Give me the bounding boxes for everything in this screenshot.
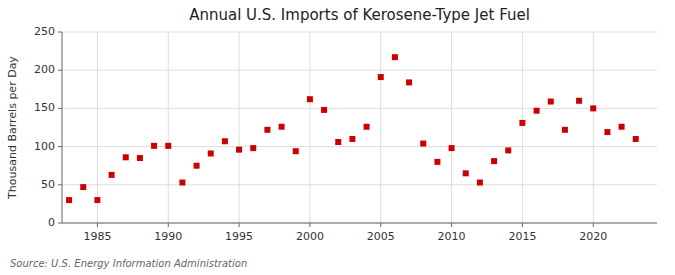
- point: [208, 150, 214, 156]
- y-axis-label: Thousand Barrels per Day: [6, 56, 19, 200]
- point: [619, 124, 625, 130]
- y-tick: [58, 223, 62, 224]
- x-tick-label: 1985: [83, 230, 111, 243]
- point: [264, 127, 270, 133]
- chart-svg: 0 50 100 150 200 250 1985 1990 1995 2000 2005 2010 2…: [0, 0, 675, 275]
- point: [449, 145, 455, 151]
- point: [364, 124, 370, 130]
- point: [279, 124, 285, 130]
- y-tick-label: 0: [48, 216, 55, 229]
- grid-line-x: [97, 32, 98, 223]
- point: [392, 54, 398, 60]
- grid: [62, 32, 657, 223]
- grid-line-x: [593, 32, 594, 223]
- point: [534, 108, 540, 114]
- grid-line-x: [309, 32, 310, 223]
- chart-container: 0 50 100 150 200 250 1985 1990 1995 2000 2005 2010 2…: [0, 0, 675, 275]
- y-tick-label: 250: [34, 25, 55, 38]
- x-tick: [239, 223, 240, 227]
- point: [123, 154, 129, 160]
- y-tick: [58, 184, 62, 185]
- point: [576, 98, 582, 104]
- point: [590, 105, 596, 111]
- point: [562, 127, 568, 133]
- grid-line-y: [62, 223, 657, 224]
- y-tick: [58, 146, 62, 147]
- x-tick: [380, 223, 381, 227]
- point: [463, 170, 469, 176]
- point: [335, 139, 341, 145]
- point: [66, 197, 72, 203]
- y-tick: [58, 108, 62, 109]
- x-tick: [522, 223, 523, 227]
- x-tick: [593, 223, 594, 227]
- point: [293, 148, 299, 154]
- x-tick-label: 1990: [154, 230, 182, 243]
- x-tick: [97, 223, 98, 227]
- x-tick-label: 2005: [367, 230, 395, 243]
- chart-title: Annual U.S. Imports of Kerosene-Type Jet…: [189, 6, 530, 24]
- x-tick-label: 2000: [296, 230, 324, 243]
- point: [491, 158, 497, 164]
- x-tick-label: 2015: [508, 230, 536, 243]
- point: [604, 129, 610, 135]
- point: [151, 143, 157, 149]
- y-tick: [58, 32, 62, 33]
- grid-line-x: [451, 32, 452, 223]
- y-tick-label: 200: [34, 63, 55, 76]
- x-tick-label: 2010: [438, 230, 466, 243]
- point: [137, 155, 143, 161]
- point: [434, 159, 440, 165]
- point: [109, 172, 115, 178]
- x-tick-label: 1995: [225, 230, 253, 243]
- grid-line-x: [522, 32, 523, 223]
- grid-line-x: [239, 32, 240, 223]
- y-axis-line: [62, 32, 63, 223]
- x-tick-label: 2020: [579, 230, 607, 243]
- y-tick: [58, 70, 62, 71]
- point: [406, 79, 412, 85]
- y-tick-label: 150: [34, 101, 55, 114]
- y-tick-label: 100: [34, 140, 55, 153]
- point: [349, 136, 355, 142]
- grid-line-y: [62, 184, 657, 185]
- grid-line-y: [62, 108, 657, 109]
- point: [222, 138, 228, 144]
- point: [194, 163, 200, 169]
- point: [548, 99, 554, 105]
- point: [94, 197, 100, 203]
- x-tick: [309, 223, 310, 227]
- point: [519, 120, 525, 126]
- points: [66, 54, 639, 203]
- point: [321, 107, 327, 113]
- grid-line-x: [380, 32, 381, 223]
- point: [505, 147, 511, 153]
- point: [378, 74, 384, 80]
- grid-line-y: [62, 70, 657, 71]
- point: [420, 141, 426, 147]
- point: [165, 143, 171, 149]
- point: [477, 180, 483, 186]
- point: [236, 147, 242, 153]
- point: [307, 96, 313, 102]
- x-axis-line: [62, 223, 657, 224]
- x-tick: [168, 223, 169, 227]
- axes: 0 50 100 150 200 250 1985 1990 1995 2000 2005 2010 2…: [34, 25, 607, 243]
- point: [80, 184, 86, 190]
- source-note: Source: U.S. Energy Information Administ…: [10, 258, 247, 269]
- grid-line-y: [62, 32, 657, 33]
- y-tick-label: 50: [41, 178, 55, 191]
- x-tick: [451, 223, 452, 227]
- point: [633, 136, 639, 142]
- grid-line-x: [168, 32, 169, 223]
- point: [250, 145, 256, 151]
- point: [179, 180, 185, 186]
